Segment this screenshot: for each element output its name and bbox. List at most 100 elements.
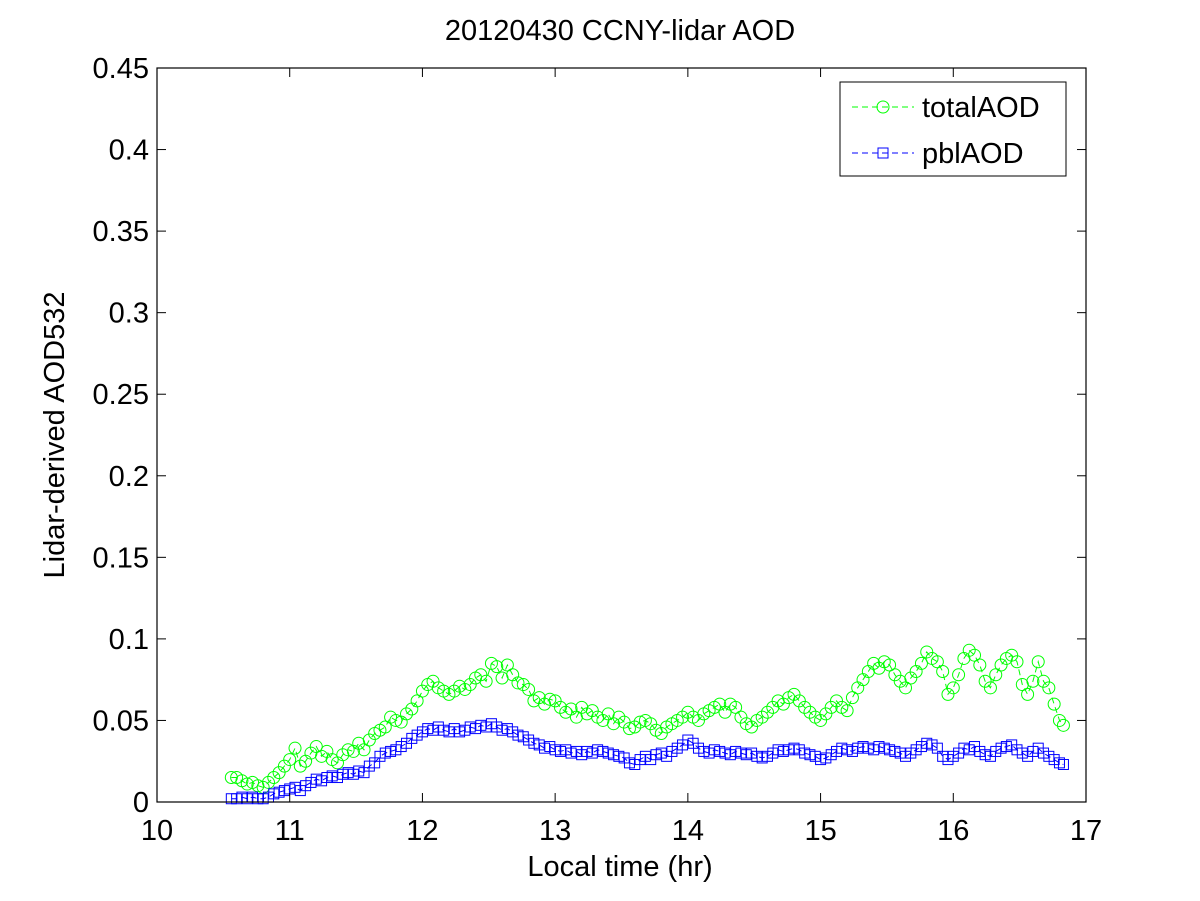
data-point (585, 704, 599, 718)
tick-marks (156, 67, 1087, 803)
data-point (755, 710, 769, 724)
y-tick-label: 0.1 (109, 624, 149, 656)
data-point (506, 668, 520, 682)
legend-label: pblAOD (922, 138, 1024, 170)
chart-title: 20120430 CCNY-lidar AOD (445, 15, 795, 47)
data-point (978, 674, 992, 688)
data-point (415, 684, 429, 698)
legend-entry: totalAOD (852, 92, 1040, 124)
data-point (267, 771, 281, 785)
data-point (792, 694, 806, 708)
data-point (532, 691, 546, 705)
y-tick-label: 0.4 (109, 135, 149, 167)
data-point (447, 684, 461, 698)
data-point (309, 740, 323, 754)
data-point (628, 720, 642, 734)
y-tick-label: 0 (133, 787, 149, 819)
data-point (883, 658, 897, 672)
axes-frame (156, 67, 1087, 803)
data-point (644, 717, 658, 731)
data-point (1047, 697, 1061, 711)
data-point (1031, 655, 1045, 669)
series-line (231, 723, 1064, 800)
data-point (378, 720, 392, 734)
data-point (681, 705, 695, 719)
series-line (231, 649, 1064, 788)
legend-marker (876, 100, 890, 114)
data-point (973, 658, 987, 672)
data-point (490, 660, 504, 674)
x-axis-label: Local time (hr) (527, 851, 712, 883)
data-point (400, 707, 414, 721)
data-point (803, 705, 817, 719)
data-point (787, 687, 801, 701)
data-point (612, 710, 626, 724)
data-point (829, 694, 843, 708)
data-point (888, 668, 902, 682)
data-point (1037, 674, 1051, 688)
data-point (914, 656, 928, 670)
data-point (968, 648, 982, 662)
y-tick-labels: 0 0.05 0.1 0.15 0.2 0.25 0.3 0.35 0.4 0.45 (93, 53, 149, 819)
y-tick-label: 0.45 (93, 53, 149, 85)
series-layer (224, 643, 1070, 805)
data-point (952, 668, 966, 682)
data-point (734, 710, 748, 724)
y-tick-label: 0.2 (109, 461, 149, 493)
data-point (1057, 758, 1069, 770)
data-point (867, 656, 881, 670)
legend-box (839, 81, 1067, 177)
data-point (293, 759, 307, 773)
data-point (479, 674, 493, 688)
data-point (776, 697, 790, 711)
data-point (426, 674, 440, 688)
y-tick-label: 0.05 (93, 705, 149, 737)
data-point (1021, 687, 1035, 701)
data-point (1042, 681, 1056, 695)
y-axis-label: Lidar-derived AOD532 (39, 292, 71, 579)
data-point (607, 717, 621, 731)
data-point (989, 668, 1003, 682)
x-tick-labels: 10 11 12 13 14 15 16 17 (141, 815, 1102, 847)
data-point (1026, 674, 1040, 688)
series-totalAOD (224, 643, 1070, 794)
data-point (272, 766, 286, 780)
data-point (676, 710, 690, 724)
data-point (904, 671, 918, 685)
x-tick-label: 13 (539, 815, 571, 847)
y-tick-label: 0.15 (93, 542, 149, 574)
data-point (930, 655, 944, 669)
data-point (819, 707, 833, 721)
x-tick-label: 10 (141, 815, 173, 847)
data-point (845, 691, 859, 705)
data-point (500, 658, 514, 672)
data-point (522, 682, 536, 696)
data-point (729, 700, 743, 714)
data-point (516, 678, 530, 692)
legend-label: totalAOD (922, 92, 1040, 124)
data-point (622, 722, 636, 736)
y-tick-label: 0.25 (93, 379, 149, 411)
legend: totalAOD pblAOD (839, 81, 1067, 177)
data-point (1010, 655, 1024, 669)
data-point (511, 676, 525, 690)
data-point (1052, 713, 1066, 727)
y-tick-label: 0.3 (109, 298, 149, 330)
plot-area (156, 67, 1087, 805)
data-point (357, 743, 371, 757)
data-point (320, 744, 334, 758)
data-point (362, 733, 376, 747)
data-point (654, 726, 668, 740)
data-point (899, 681, 913, 695)
data-point (994, 658, 1008, 672)
legend-entry: pblAOD (852, 138, 1024, 170)
data-point (760, 705, 774, 719)
data-point (691, 713, 705, 727)
data-point (283, 753, 297, 767)
data-point (936, 665, 950, 679)
x-tick-label: 12 (406, 815, 438, 847)
data-point (745, 720, 759, 734)
data-point (410, 694, 424, 708)
x-tick-label: 17 (1070, 815, 1102, 847)
